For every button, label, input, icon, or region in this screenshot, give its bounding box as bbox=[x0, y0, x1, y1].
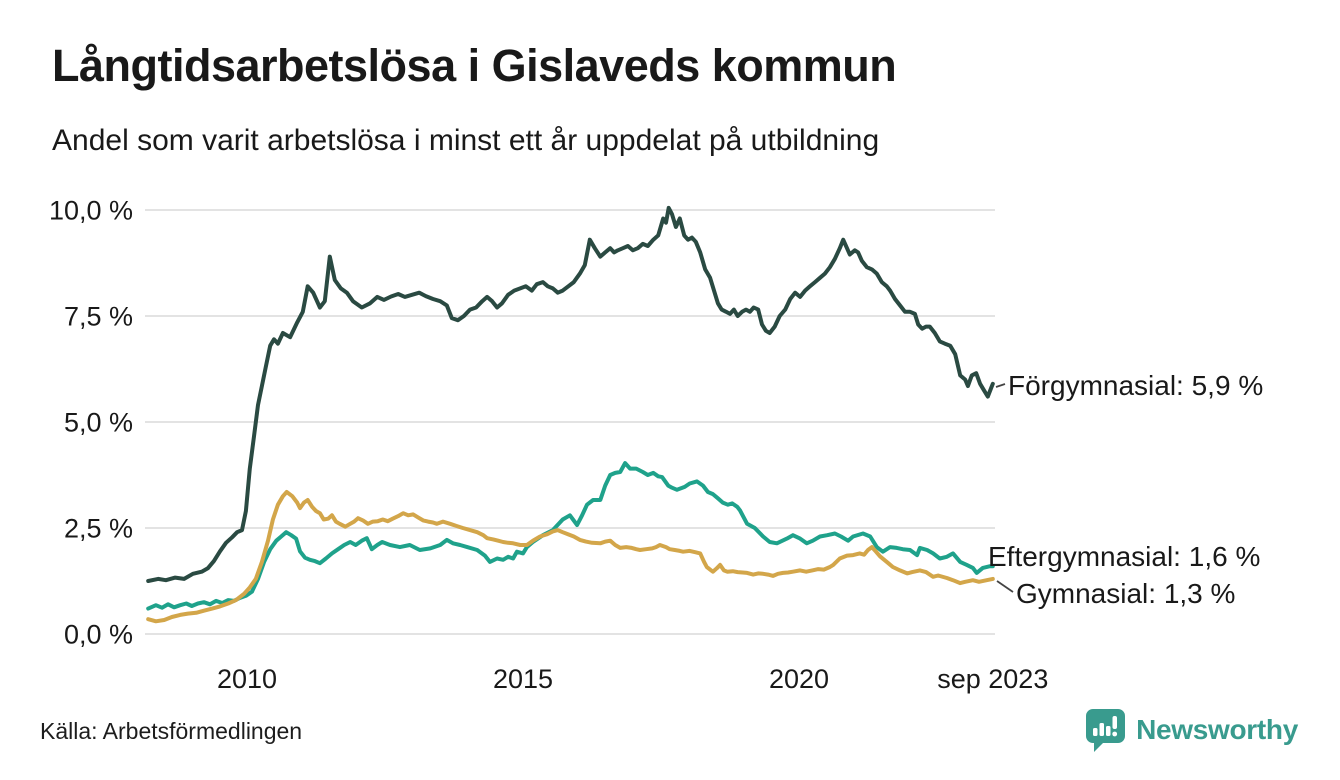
y-tick-label: 7,5 % bbox=[64, 302, 133, 332]
y-tick-label: 2,5 % bbox=[64, 514, 133, 544]
y-tick-label: 10,0 % bbox=[49, 196, 133, 226]
label-connector bbox=[995, 383, 1006, 388]
y-tick-label: 5,0 % bbox=[64, 408, 133, 438]
chart-subtitle: Andel som varit arbetslösa i minst ett å… bbox=[52, 124, 880, 157]
label-connector bbox=[996, 580, 1014, 593]
bar-chart-speech-bubble-icon bbox=[1086, 709, 1126, 752]
newsworthy-logo: Newsworthy bbox=[1084, 706, 1298, 754]
y-tick-label: 0,0 % bbox=[64, 620, 133, 650]
line-eftergymnasial bbox=[146, 461, 995, 611]
x-tick-label: sep 2023 bbox=[937, 664, 1048, 694]
series-label-gymnasial: Gymnasial: 1,3 % bbox=[1016, 578, 1235, 609]
x-tick-label: 2010 bbox=[217, 664, 277, 694]
x-tick-label: 2015 bbox=[493, 664, 553, 694]
series-label-eftergymnasial: Eftergymnasial: 1,6 % bbox=[988, 541, 1260, 572]
chart-title: Långtidsarbetslösa i Gislaveds kommun bbox=[52, 40, 897, 91]
x-tick-label: 2020 bbox=[769, 664, 829, 694]
line-gymnasial bbox=[146, 490, 995, 624]
source-note: Källa: Arbetsförmedlingen bbox=[40, 718, 303, 744]
series-label-forgymnasial: Förgymnasial: 5,9 % bbox=[1008, 370, 1263, 401]
line-forgymnasial bbox=[146, 205, 995, 583]
logo-text: Newsworthy bbox=[1136, 714, 1298, 745]
